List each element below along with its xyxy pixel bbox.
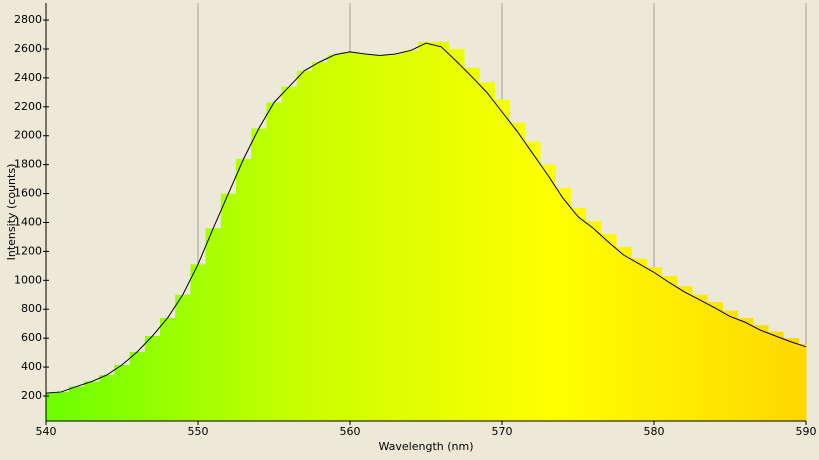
spectrum-bar xyxy=(357,54,374,421)
spectrum-bar xyxy=(464,67,480,422)
x-tick-label: 560 xyxy=(340,425,361,438)
x-tick-label: 580 xyxy=(644,425,665,438)
y-tick-label: 600 xyxy=(21,331,42,344)
spectrum-bar xyxy=(433,41,450,422)
y-tick-label: 1400 xyxy=(14,215,42,228)
y-tick-label: 2200 xyxy=(14,100,42,113)
y-axis-title: Intensity (counts) xyxy=(5,164,18,261)
spectrum-bar xyxy=(251,128,267,421)
spectrum-bar xyxy=(448,48,465,422)
spectrum-bar xyxy=(281,86,298,422)
spectrum-bar xyxy=(84,381,100,421)
y-tick-label: 2000 xyxy=(14,129,42,142)
y-tick-label: 400 xyxy=(21,360,42,373)
spectrum-bar xyxy=(266,102,283,421)
spectrum-bar xyxy=(205,228,222,421)
y-tick-label: 1600 xyxy=(14,187,42,200)
spectrum-bar xyxy=(707,302,723,421)
spectrum-bar xyxy=(616,247,632,421)
y-tick-label: 200 xyxy=(21,389,42,402)
spectrum-bar xyxy=(190,264,207,421)
spectrum-bar xyxy=(372,55,389,421)
spectrum-bar xyxy=(798,343,807,421)
spectrum-bar xyxy=(99,375,115,421)
spectrum-bar xyxy=(46,393,55,421)
spectrum-bar xyxy=(570,208,587,421)
spectrum-bar xyxy=(555,187,571,421)
spectrum-bar xyxy=(752,325,769,421)
y-tick-label: 1000 xyxy=(14,273,42,286)
spectrum-line xyxy=(45,42,807,394)
x-tick-label: 570 xyxy=(492,425,513,438)
spectrum-bar xyxy=(524,141,541,421)
spectrum-bar xyxy=(783,338,799,421)
y-tick-label: 1800 xyxy=(14,158,42,171)
spectrum-bar xyxy=(418,41,435,422)
spectrum-bar xyxy=(631,258,647,421)
spectrum-bar xyxy=(144,335,161,421)
spectrum-bar xyxy=(327,54,343,421)
spectrum-bar xyxy=(479,82,495,421)
spectrum-bar xyxy=(494,99,511,422)
spectrum-bar xyxy=(600,234,617,421)
spectrum-bar xyxy=(342,51,359,421)
spectrum-bar xyxy=(312,61,328,421)
y-tick-label: 2400 xyxy=(14,71,42,84)
y-tick-label: 2600 xyxy=(14,42,42,55)
x-tick-label: 540 xyxy=(36,425,57,438)
spectrum-bar xyxy=(540,164,556,421)
spectrum-bar xyxy=(236,158,252,421)
x-axis-title: Wavelength (nm) xyxy=(378,440,473,453)
y-tick-label: 2800 xyxy=(14,13,42,26)
spectrum-bar xyxy=(403,50,419,422)
spectrum-bar xyxy=(388,54,404,421)
spectrum-bar xyxy=(692,294,708,421)
spectrum-bar xyxy=(53,391,70,421)
spectrum-bar xyxy=(296,70,313,421)
spectrum-bar xyxy=(737,317,754,421)
plot-area: 200 400 600 800 1000 1200 1400 1600 1800 2000 2200… xyxy=(14,3,817,438)
y-tick-label: 800 xyxy=(21,302,42,315)
spectrum-bar xyxy=(175,294,191,421)
spectrum-bar xyxy=(722,310,739,421)
spectrum-bar xyxy=(114,364,131,421)
x-tick-label: 550 xyxy=(188,425,209,438)
spectrum-bar xyxy=(509,122,526,421)
spectrum-bar xyxy=(676,286,693,421)
spectrum-bar xyxy=(160,317,176,421)
spectrum-bar xyxy=(646,267,663,421)
spectrum-bar xyxy=(661,275,678,421)
y-tick-label: 1200 xyxy=(14,244,42,257)
spectrum-bar xyxy=(220,193,237,421)
spectrum-bar xyxy=(585,221,602,421)
x-tick-label: 590 xyxy=(796,425,817,438)
spectrum-bar xyxy=(68,386,85,421)
spectrum-bar xyxy=(129,351,146,421)
spectrum-bar xyxy=(768,331,784,421)
